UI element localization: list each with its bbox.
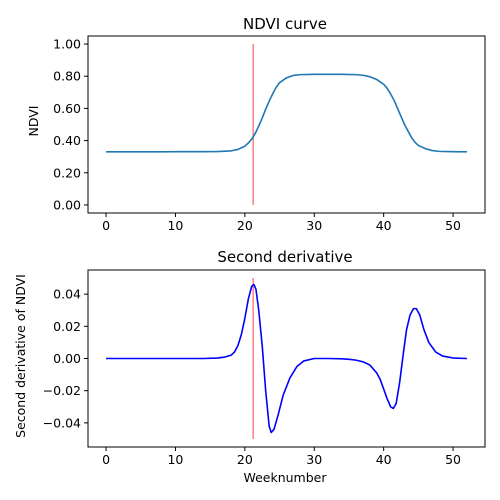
y-tick-label: 0.00: [53, 197, 81, 212]
y-ticks: 0.00 0.20 0.40 0.60 0.80 1.00: [53, 37, 88, 212]
y-tick-label: 0.00: [53, 351, 81, 366]
axes-frame: [87, 269, 486, 448]
x-axis-title: Weeknumber: [243, 470, 327, 485]
x-tick-label: 10: [167, 218, 183, 233]
x-tick-label: 20: [237, 452, 253, 467]
chart-title: NDVI curve: [243, 15, 327, 33]
x-tick-label: 50: [445, 218, 461, 233]
x-tick-label: 0: [102, 452, 110, 467]
plot-area: [106, 278, 467, 439]
ndvi-chart: NDVI curve NDVI 0 10 20 30 40 50 0.00 0.20 0.40…: [26, 15, 486, 233]
y-tick-label: 0.40: [53, 133, 81, 148]
y-tick-label: 1.00: [53, 37, 81, 52]
y-tick-label: −0.04: [43, 415, 81, 430]
x-tick-label: 50: [445, 452, 461, 467]
y-axis-title: Second derivative of NDVI: [13, 274, 28, 438]
second-derivative-chart: Second derivative Second derivative of N…: [13, 248, 486, 485]
x-ticks: 0 10 20 30 40 50: [102, 447, 461, 467]
x-tick-label: 40: [376, 218, 392, 233]
y-tick-label: 0.20: [53, 165, 81, 180]
plot-area: [106, 44, 467, 205]
y-tick-label: 0.80: [53, 69, 81, 84]
x-ticks: 0 10 20 30 40 50: [102, 213, 461, 233]
y-tick-label: 0.04: [53, 287, 81, 302]
x-tick-label: 40: [376, 452, 392, 467]
y-tick-label: −0.02: [43, 383, 81, 398]
y-tick-label: 0.02: [53, 319, 81, 334]
x-tick-label: 0: [102, 218, 110, 233]
y-ticks: −0.04 −0.02 0.00 0.02 0.04: [43, 287, 88, 430]
x-tick-label: 20: [237, 218, 253, 233]
x-tick-label: 30: [306, 452, 322, 467]
x-tick-label: 30: [306, 218, 322, 233]
chart-title: Second derivative: [217, 248, 352, 266]
series-line: [106, 283, 467, 434]
x-tick-label: 10: [167, 452, 183, 467]
axes-frame: [87, 35, 486, 214]
y-tick-label: 0.60: [53, 101, 81, 116]
y-axis-title: NDVI: [26, 106, 41, 137]
series-line: [106, 73, 467, 153]
